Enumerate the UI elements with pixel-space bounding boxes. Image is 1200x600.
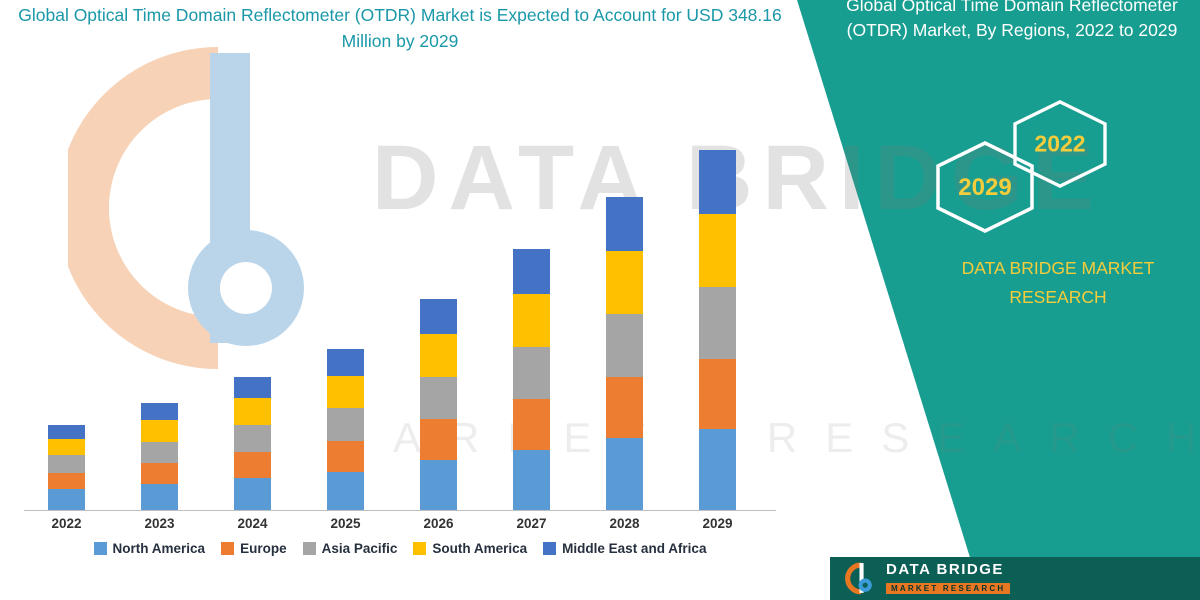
watermark-logo-icon xyxy=(57,38,318,403)
legend-swatch-middle-east-and-africa xyxy=(543,542,557,555)
bar-segment-2022-middle-east-and-africa xyxy=(48,425,85,439)
bar-segment-2026-asia-pacific xyxy=(420,376,457,420)
bar-segment-2028-europe xyxy=(606,376,643,438)
x-axis-labels: 2022 2023 2024 2025 2026 2027 2028 2029 xyxy=(20,516,764,531)
plot-area xyxy=(20,130,764,510)
hexagon-year-label: 2022 xyxy=(1034,131,1085,157)
hexagon-outline xyxy=(1013,100,1107,188)
bar-2028 xyxy=(606,130,643,510)
legend-item-europe: Europe xyxy=(221,541,287,556)
databridge-logo-icon xyxy=(845,562,872,594)
bar-segment-2023-asia-pacific xyxy=(141,441,178,464)
legend-label-asia-pacific: Asia Pacific xyxy=(321,541,398,556)
bar-segment-2022-asia-pacific xyxy=(48,455,85,473)
legend-swatch-north-america xyxy=(93,542,107,555)
bar-segment-2026-south-america xyxy=(420,334,457,377)
bar-2022 xyxy=(48,130,85,510)
bar-segment-2026-middle-east-and-africa xyxy=(420,299,457,335)
bar-2027 xyxy=(513,130,550,510)
bar-segment-2029-south-america xyxy=(699,214,736,287)
legend-swatch-south-america xyxy=(413,542,427,555)
footer-logo-bar: DATA BRIDGE MARKET RESEARCH xyxy=(830,557,1200,600)
bar-segment-2024-north-america xyxy=(234,477,271,510)
legend-label-middle-east-and-africa: Middle East and Africa xyxy=(562,541,707,556)
bar-segment-2028-south-america xyxy=(606,250,643,314)
panel-brand-text: DATA BRIDGE MARKET RESEARCH xyxy=(961,258,1155,307)
bar-segment-2024-south-america xyxy=(234,398,271,426)
bar-segment-2027-asia-pacific xyxy=(513,346,550,400)
panel-title: Global Optical Time Domain Reflectometer… xyxy=(846,0,1178,40)
bar-segment-2022-europe xyxy=(48,472,85,490)
hexagon-outline xyxy=(936,141,1034,233)
bar-segment-2028-asia-pacific xyxy=(606,313,643,377)
bar-2024 xyxy=(234,130,271,510)
bar-2026 xyxy=(420,130,457,510)
bar-segment-2028-north-america xyxy=(606,437,643,510)
x-axis-label-2022: 2022 xyxy=(51,516,82,531)
x-axis-label-2029: 2029 xyxy=(702,516,733,531)
bar-2025 xyxy=(327,130,364,510)
footer-brand-sub: MARKET RESEARCH xyxy=(886,583,1011,594)
bar-segment-2023-middle-east-and-africa xyxy=(141,402,178,421)
bar-segment-2024-middle-east-and-africa xyxy=(234,376,271,399)
bar-segment-2025-middle-east-and-africa xyxy=(327,348,364,376)
legend-label-north-america: North America xyxy=(112,541,206,556)
legend-label-south-america: South America xyxy=(432,541,528,556)
bar-segment-2025-asia-pacific xyxy=(327,407,364,441)
bar-segment-2029-north-america xyxy=(699,429,736,510)
bar-segment-2029-asia-pacific xyxy=(699,286,736,360)
legend-item-middle-east-and-africa: Middle East and Africa xyxy=(543,541,706,556)
legend-swatch-asia-pacific xyxy=(302,542,316,555)
bar-segment-2026-north-america xyxy=(420,460,457,510)
bar-segment-2024-asia-pacific xyxy=(234,425,271,453)
bar-segment-2025-south-america xyxy=(327,375,364,408)
bar-segment-2025-europe xyxy=(327,440,364,472)
bar-segment-2027-middle-east-and-africa xyxy=(513,249,550,294)
footer-brand-name: DATA BRIDGE xyxy=(886,561,1004,578)
bar-segment-2029-europe xyxy=(699,359,736,430)
x-axis-label-2023: 2023 xyxy=(144,516,175,531)
legend-swatch-europe xyxy=(221,542,235,555)
bar-segment-2027-north-america xyxy=(513,450,550,510)
bar-segment-2026-europe xyxy=(420,419,457,461)
x-axis-label-2024: 2024 xyxy=(237,516,268,531)
legend: North America Europe Asia Pacific South Ame… xyxy=(10,541,790,556)
x-axis-label-2027: 2027 xyxy=(516,516,547,531)
legend-item-asia-pacific: Asia Pacific xyxy=(302,541,398,556)
chart-title: Global Optical Time Domain Reflectometer… xyxy=(18,5,782,52)
bar-segment-2029-middle-east-and-africa xyxy=(699,150,736,215)
x-axis-label-2028: 2028 xyxy=(609,516,640,531)
hexagon-2022: 2022 xyxy=(1013,100,1107,188)
bar-segment-2025-north-america xyxy=(327,471,364,510)
bar-segment-2023-north-america xyxy=(141,484,178,510)
legend-item-south-america: South America xyxy=(413,541,527,556)
legend-item-north-america: North America xyxy=(93,541,206,556)
bar-segment-2023-europe xyxy=(141,463,178,485)
bar-segment-2028-middle-east-and-africa xyxy=(606,196,643,251)
bar-2029 xyxy=(699,130,736,510)
bar-segment-2023-south-america xyxy=(141,420,178,442)
bar-segment-2027-europe xyxy=(513,399,550,451)
hexagon-year-label: 2029 xyxy=(958,174,1011,201)
hexagon-2029: 2029 xyxy=(936,141,1034,233)
x-axis-label-2026: 2026 xyxy=(423,516,454,531)
bar-segment-2022-north-america xyxy=(48,489,85,510)
legend-label-europe: Europe xyxy=(240,541,287,556)
bar-segment-2027-south-america xyxy=(513,293,550,347)
bar-segment-2024-europe xyxy=(234,452,271,478)
bar-2023 xyxy=(141,130,178,510)
bar-segment-2022-south-america xyxy=(48,438,85,456)
footer-brand-block: DATA BRIDGE MARKET RESEARCH xyxy=(886,561,1011,596)
x-axis-line xyxy=(24,510,776,511)
watermark-text-sub: MARKET RESEARCH xyxy=(330,414,1200,461)
x-axis-label-2025: 2025 xyxy=(330,516,361,531)
